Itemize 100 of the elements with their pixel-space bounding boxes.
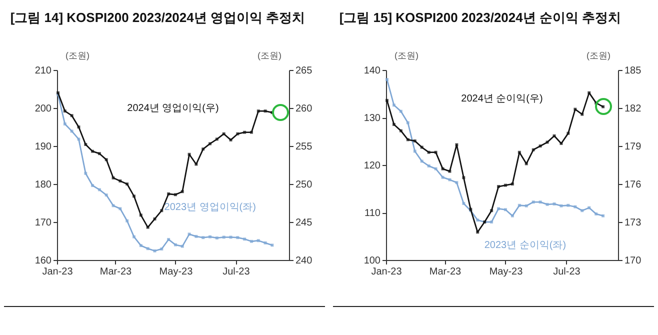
point xyxy=(560,204,563,208)
point xyxy=(510,214,514,218)
y2-tick-label: 250 xyxy=(296,180,313,190)
point xyxy=(518,150,521,154)
y2-tick-label: 240 xyxy=(296,256,313,266)
point xyxy=(229,138,232,142)
x-tick-label: Jan-23 xyxy=(42,266,74,278)
point xyxy=(560,142,563,145)
point xyxy=(243,130,246,134)
point xyxy=(524,204,528,208)
point xyxy=(91,150,94,153)
point xyxy=(126,182,129,186)
point xyxy=(188,232,191,236)
point xyxy=(434,150,438,154)
y2-tick-label: 182 xyxy=(624,104,642,114)
point xyxy=(146,247,150,250)
point xyxy=(63,110,66,113)
point xyxy=(476,218,480,222)
point xyxy=(139,214,142,217)
point xyxy=(497,185,500,188)
point xyxy=(518,204,521,207)
y2-tick-label: 185 xyxy=(624,66,642,76)
point xyxy=(215,138,218,141)
y-tick-label: 160 xyxy=(34,256,52,266)
point xyxy=(580,112,584,116)
point xyxy=(504,184,507,187)
y-tick-label: 210 xyxy=(34,66,52,76)
point xyxy=(236,132,240,136)
point xyxy=(104,158,108,162)
y2-axis-title: (조원) xyxy=(258,50,282,60)
y2-tick-label: 179 xyxy=(624,142,642,152)
y-axis-title: (조원) xyxy=(394,50,418,60)
point xyxy=(532,148,535,152)
point xyxy=(202,236,205,240)
point xyxy=(112,176,115,180)
point xyxy=(236,236,240,240)
point xyxy=(188,152,191,156)
y-tick-label: 140 xyxy=(364,66,381,76)
y2-tick-label: 265 xyxy=(296,66,313,76)
y2-axis-title: (조원) xyxy=(586,50,610,60)
series-label: 2024년 영업이익(우) xyxy=(127,103,219,114)
x-tick-label: May-23 xyxy=(489,266,524,278)
y-tick-label: 120 xyxy=(364,160,381,172)
y-tick-label: 110 xyxy=(364,208,381,219)
point xyxy=(574,108,577,111)
point xyxy=(455,181,458,184)
point xyxy=(126,219,129,222)
point xyxy=(392,122,396,126)
point xyxy=(194,234,198,238)
point xyxy=(174,193,177,196)
y2-tick-label: 255 xyxy=(296,142,313,152)
series-label: 2023년 순이익(좌) xyxy=(484,240,566,251)
point xyxy=(448,170,452,173)
point xyxy=(84,172,88,175)
point xyxy=(208,235,212,238)
point xyxy=(490,209,494,212)
point xyxy=(208,142,212,146)
point xyxy=(406,121,410,124)
point xyxy=(420,160,424,163)
point xyxy=(497,207,500,210)
point xyxy=(194,162,198,166)
point xyxy=(392,104,396,107)
point xyxy=(174,243,177,246)
point xyxy=(91,184,94,188)
point xyxy=(118,207,122,210)
point xyxy=(420,146,424,149)
point xyxy=(132,194,136,198)
point xyxy=(399,129,402,132)
point xyxy=(250,130,253,134)
point xyxy=(406,138,410,142)
point xyxy=(77,126,80,128)
text: 2023년 영업이익(좌) xyxy=(164,202,256,213)
point xyxy=(462,176,466,180)
point xyxy=(118,179,122,182)
point xyxy=(202,148,205,151)
point xyxy=(180,244,184,248)
y-tick-label: 200 xyxy=(34,104,52,114)
y2-tick-label: 176 xyxy=(624,180,642,190)
point xyxy=(552,202,556,206)
point xyxy=(399,110,402,113)
point xyxy=(250,240,253,243)
y-tick-label: 190 xyxy=(34,142,52,152)
point xyxy=(552,134,556,138)
point xyxy=(77,138,80,141)
point xyxy=(448,178,452,182)
point xyxy=(98,188,101,192)
y2-tick-label: 173 xyxy=(624,218,642,228)
point xyxy=(84,142,88,146)
point xyxy=(160,209,164,212)
point xyxy=(215,236,218,240)
y-axis-title: (조원) xyxy=(66,50,90,60)
point xyxy=(490,220,494,224)
point xyxy=(167,192,170,196)
point xyxy=(167,238,170,241)
y-tick-label: 130 xyxy=(364,113,381,124)
point xyxy=(222,236,226,239)
x-tick-label: Jan-23 xyxy=(371,266,402,278)
point xyxy=(580,209,584,212)
point xyxy=(112,204,115,208)
chart-title: [그림 15] KOSPI200 2023/2024년 순이익 추정치 xyxy=(339,10,622,25)
